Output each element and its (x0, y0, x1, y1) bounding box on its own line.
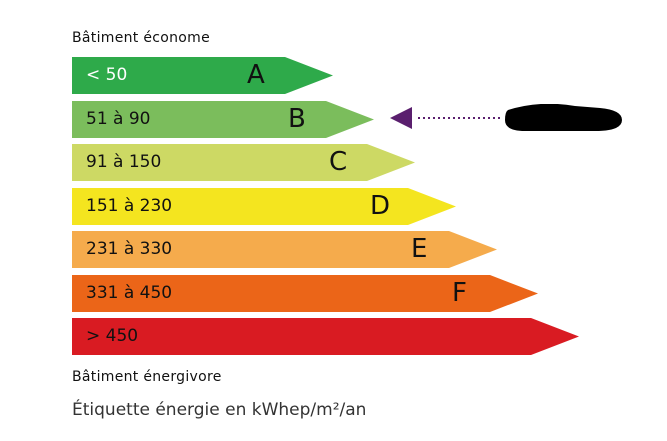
class-range: < 50 (86, 65, 128, 85)
class-bar-g: > 450 (72, 318, 580, 355)
class-range: 91 à 150 (86, 152, 162, 172)
class-range: 151 à 230 (86, 195, 173, 216)
class-bar-c: 91 à 150 C (72, 144, 416, 181)
bottom-caption: Bâtiment énergivore (72, 369, 222, 385)
top-caption: Bâtiment économe (72, 30, 210, 46)
current-class-indicator (390, 104, 622, 131)
bar-shape (72, 100, 374, 138)
bar-shape (72, 144, 415, 181)
class-bar-b: 51 à 90 B (72, 100, 375, 138)
class-range: > 450 (86, 326, 139, 346)
class-range: 331 à 450 (86, 282, 173, 303)
class-bar-a: < 50 A (72, 57, 334, 94)
bar-shape (72, 187, 456, 225)
bar-shape (72, 274, 538, 312)
class-letter: E (411, 234, 428, 264)
class-range: 231 à 330 (86, 239, 173, 259)
class-bar-f: 331 à 450 F (72, 274, 539, 312)
class-bar-e: 231 à 330 E (72, 231, 498, 268)
class-bar-d: 151 à 230 D (72, 187, 457, 225)
class-letter: F (452, 277, 467, 308)
class-letter: C (329, 147, 348, 177)
class-letter: A (247, 60, 265, 90)
bar-shape (72, 231, 497, 268)
bar-shape (72, 318, 579, 355)
class-letter: B (288, 103, 306, 134)
bar-shape (72, 57, 333, 94)
footer-unit: Étiquette énergie en kWhep/m²/an (72, 400, 367, 420)
class-range: 51 à 90 (86, 108, 151, 129)
redacted-value (505, 104, 622, 131)
class-letter: D (370, 190, 391, 221)
arrow-left-icon (390, 107, 412, 129)
